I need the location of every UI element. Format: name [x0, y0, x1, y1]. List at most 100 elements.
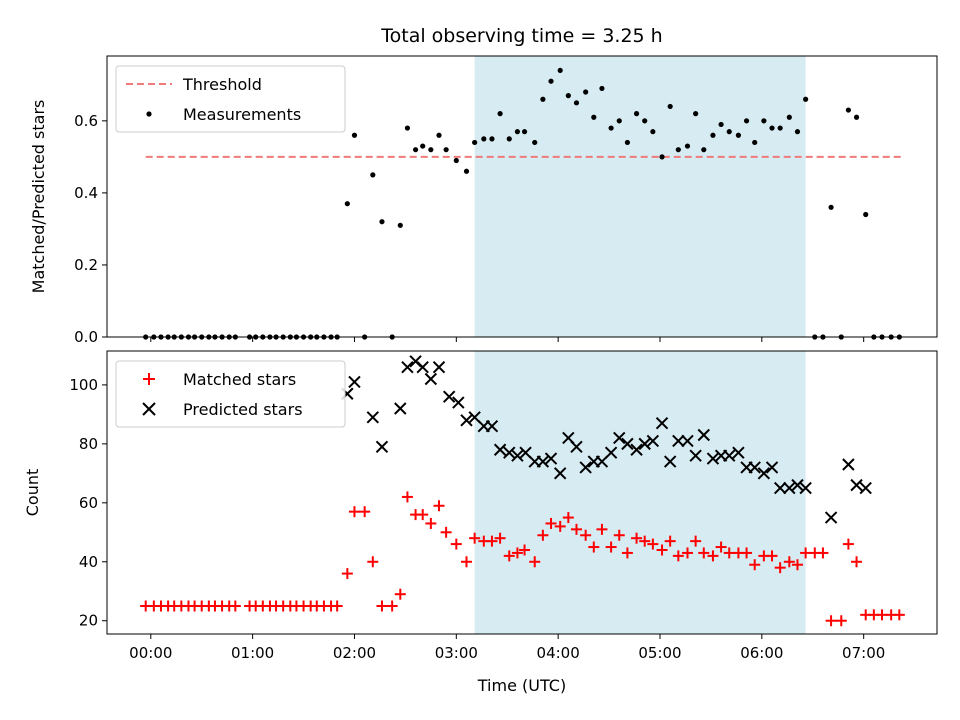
matched-stars-point	[401, 491, 413, 503]
predicted-stars-point	[630, 443, 643, 456]
measurement-point	[599, 85, 605, 92]
measurement-point	[397, 222, 403, 228]
measurement-point	[489, 136, 495, 142]
predicted-stars-point	[655, 417, 669, 430]
ratio-panel-frame	[106, 55, 938, 338]
x-tick-label: 06:00	[740, 644, 783, 662]
matched-stars-point	[545, 517, 557, 529]
measurement-point	[684, 143, 691, 149]
predicted-stars-point	[375, 440, 389, 454]
matched-stars-point	[460, 556, 472, 568]
x-tick-label: 07:00	[842, 644, 885, 662]
measurement-point	[591, 114, 597, 120]
predicted-stars-point	[493, 443, 507, 456]
measurement-point	[633, 111, 640, 117]
predicted-stars-point	[544, 452, 558, 465]
matched-stars-point	[766, 550, 778, 562]
measurement-point	[443, 147, 449, 153]
matched-stars-point	[469, 532, 481, 544]
count-legend-box	[115, 360, 346, 428]
measurement-point	[786, 114, 792, 120]
measurement-point	[845, 107, 851, 113]
measurement-point	[420, 143, 426, 149]
measurement-point	[404, 125, 411, 131]
predicted-stars-point	[460, 414, 473, 427]
predicted-stars-point	[503, 446, 516, 459]
measurement-point	[463, 168, 470, 174]
predicted-stars-point	[850, 478, 863, 492]
matched-stars-point	[562, 512, 574, 524]
matched-stars-point	[519, 544, 531, 556]
measurement-point	[803, 96, 809, 102]
predicted-stars-point	[553, 467, 567, 480]
measurement-point	[583, 89, 589, 95]
measurement-point	[608, 125, 614, 131]
matched-stars-point	[791, 559, 803, 571]
x-axis-label: Time (UTC)	[477, 676, 566, 695]
matched-stars-point	[494, 532, 506, 544]
predicted-stars-point	[842, 458, 855, 471]
measurement-point	[675, 147, 681, 153]
matched-stars-point	[425, 517, 437, 529]
matched-stars-point	[341, 568, 353, 580]
predicted-stars-point	[773, 481, 787, 495]
measurement-point	[506, 136, 512, 142]
ratio-legend: Threshold Measurements	[115, 65, 346, 133]
measurement-point	[761, 118, 767, 124]
y-tick-label: 0.6	[74, 112, 98, 130]
measurement-point	[667, 103, 673, 110]
measurement-point	[351, 132, 358, 138]
predicted-stars-point	[621, 437, 634, 451]
x-tick-label: 01:00	[231, 644, 274, 662]
measurement-point	[735, 132, 742, 138]
matched-stars-point	[605, 541, 617, 553]
measurement-point	[521, 129, 528, 135]
predicted-stars-point	[723, 449, 736, 462]
matched-stars-point	[613, 529, 625, 541]
observing-window-top	[474, 56, 806, 337]
matched-stars-point	[715, 541, 727, 553]
matched-stars-point	[741, 547, 753, 559]
count-y-axis-label: Count	[23, 469, 42, 517]
matched-stars-point	[690, 535, 702, 547]
matched-stars-point	[835, 615, 847, 627]
count-legend: Matched stars Predicted stars	[115, 360, 346, 428]
predicted-stars-point	[424, 372, 438, 386]
matched-stars-point	[664, 535, 676, 547]
matched-stars-point	[588, 541, 600, 553]
ratio-panel: 0.0 0.2 0.4 0.6 Matched/Predicted stars Thr…	[29, 55, 938, 346]
matched-stars-point	[440, 526, 452, 538]
predicted-stars-point	[689, 449, 702, 462]
measurement-point	[453, 157, 459, 164]
matched-stars-point	[486, 535, 498, 547]
measurement-point	[514, 129, 521, 135]
measurement-point	[853, 114, 860, 120]
legend-matched-label: Matched stars	[183, 370, 296, 389]
measurement-point	[828, 204, 834, 210]
legend-measurements-label: Measurements	[183, 105, 301, 124]
measurement-point	[863, 211, 869, 218]
measurement-point	[436, 132, 442, 138]
x-tick-label: 04:00	[537, 644, 580, 662]
y-tick-label: 0.2	[74, 256, 98, 274]
measurement-point	[769, 125, 775, 131]
matched-stars-point	[376, 600, 388, 612]
measurement-point	[428, 147, 434, 153]
matched-stars-point	[774, 562, 786, 574]
chart-title: Total observing time = 3.25 h	[380, 25, 662, 47]
predicted-stars-point	[432, 361, 446, 374]
y-tick-label: 100	[69, 376, 98, 394]
matched-stars-point	[639, 535, 651, 547]
measurement-point	[540, 96, 546, 102]
predicted-stars-point	[570, 440, 583, 454]
measurement-point	[718, 121, 724, 128]
matched-stars-point	[511, 547, 523, 559]
count-panel-frame	[106, 350, 938, 635]
measurement-point	[497, 111, 503, 117]
matched-stars-point	[783, 556, 795, 568]
count-panel: 20 40 60 80 100 00:00 01:00 02:00 03:00 04:00 05:…	[23, 350, 938, 662]
predicted-stars-point	[638, 437, 651, 451]
legend-predicted-label: Predicted stars	[183, 400, 303, 419]
matched-stars-point	[698, 547, 710, 559]
matched-stars-point	[749, 559, 761, 571]
